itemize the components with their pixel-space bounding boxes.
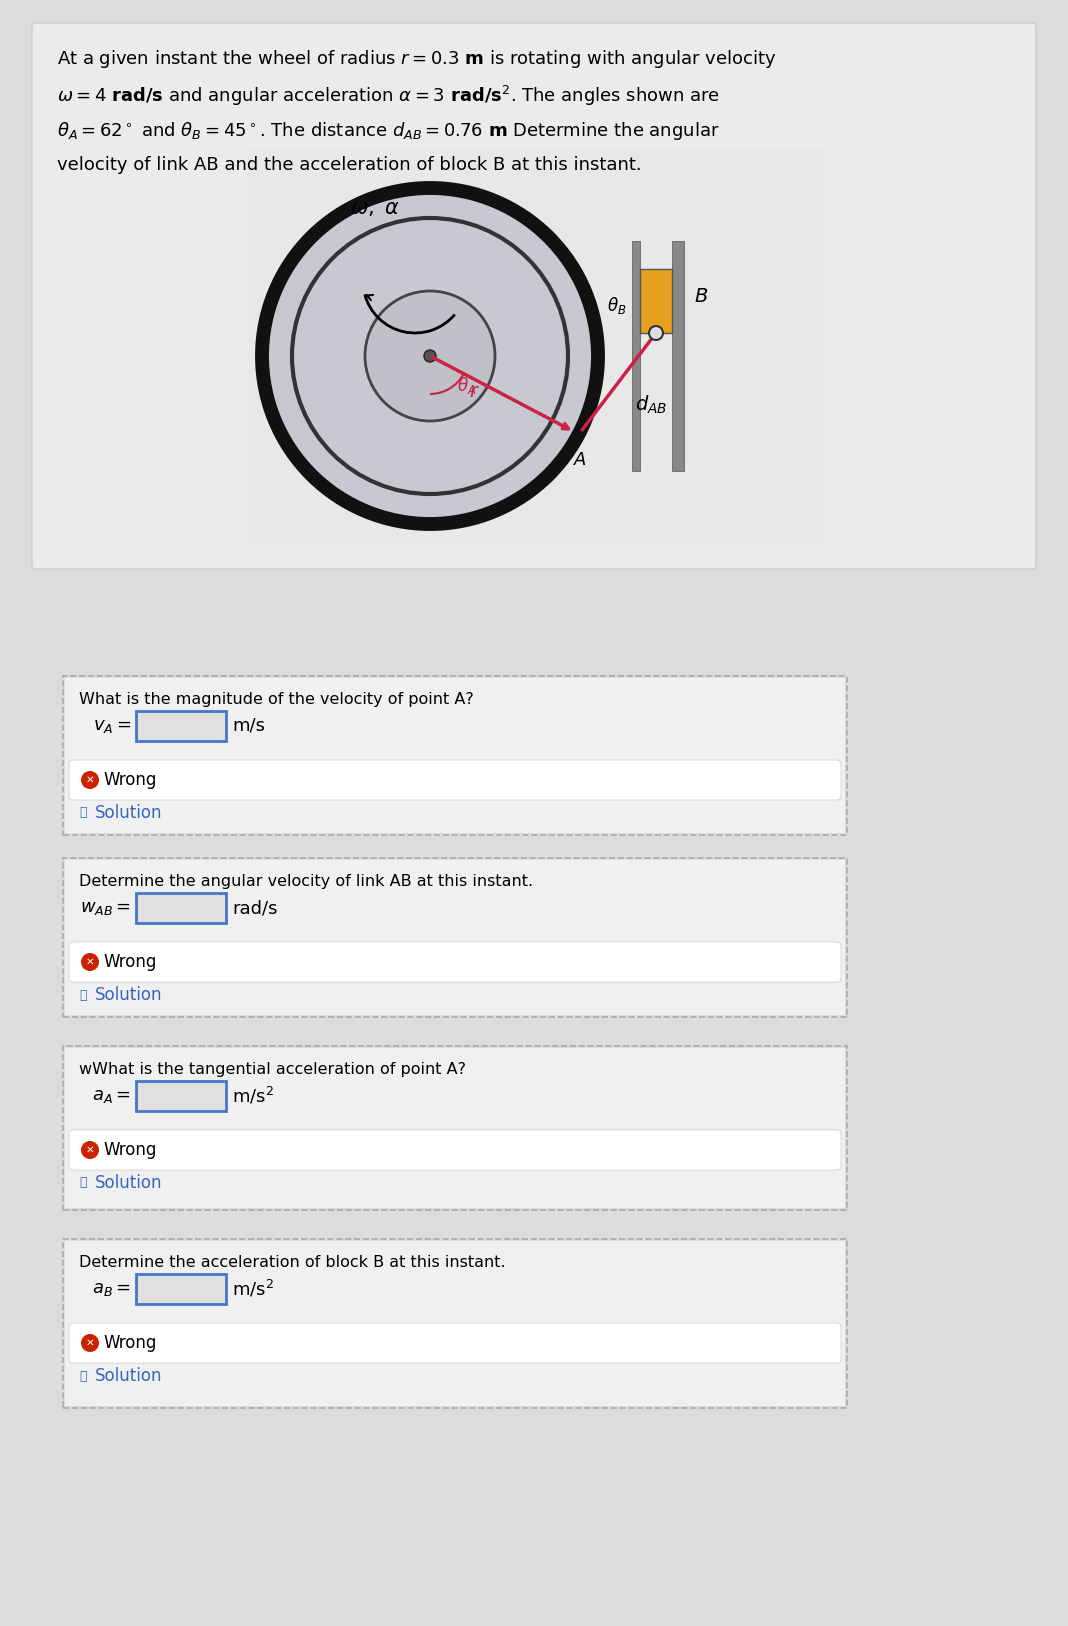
Bar (632, 241, 640, 472)
Text: $\theta_A = 62^\circ$ and $\theta_B = 45^\circ$. The distance $d_{AB} = 0.76\ \m: $\theta_A = 62^\circ$ and $\theta_B = 45… (57, 120, 720, 141)
FancyBboxPatch shape (136, 711, 226, 741)
Circle shape (81, 1141, 99, 1159)
FancyBboxPatch shape (65, 678, 845, 833)
FancyBboxPatch shape (69, 1130, 841, 1171)
FancyBboxPatch shape (32, 23, 1036, 569)
Text: 🔒: 🔒 (79, 1369, 87, 1382)
Circle shape (81, 953, 99, 971)
Circle shape (81, 771, 99, 789)
Text: Wrong: Wrong (103, 1333, 156, 1351)
Text: $\mathrm{m/s}^2$: $\mathrm{m/s}^2$ (232, 1278, 273, 1299)
Bar (640, 268, 672, 333)
FancyBboxPatch shape (69, 759, 841, 800)
Text: $A$: $A$ (574, 450, 587, 468)
Text: Solution: Solution (95, 1367, 162, 1385)
Text: $\omega = 4\ \mathbf{rad/s}$ and angular acceleration $\alpha = 3\ \mathbf{rad/s: $\omega = 4\ \mathbf{rad/s}$ and angular… (57, 85, 720, 107)
Text: $\theta_B$: $\theta_B$ (607, 294, 626, 315)
Bar (247, 148, 823, 545)
FancyBboxPatch shape (136, 893, 226, 924)
Text: Determine the acceleration of block B at this instant.: Determine the acceleration of block B at… (79, 1255, 505, 1270)
Text: ✕: ✕ (85, 1145, 94, 1154)
Circle shape (574, 429, 583, 441)
Text: ✕: ✕ (85, 1338, 94, 1348)
Text: Wrong: Wrong (103, 1141, 156, 1159)
Text: Wrong: Wrong (103, 771, 156, 789)
FancyBboxPatch shape (65, 1241, 845, 1406)
Text: $d_{AB}$: $d_{AB}$ (635, 393, 668, 416)
FancyBboxPatch shape (69, 941, 841, 982)
FancyBboxPatch shape (65, 860, 845, 1015)
Text: At a given instant the wheel of radius $r = 0.3$ $\mathbf{m}$ is rotating with a: At a given instant the wheel of radius $… (57, 49, 776, 70)
Text: rad/s: rad/s (232, 899, 278, 917)
Text: $a_B =$: $a_B =$ (92, 1280, 131, 1298)
FancyBboxPatch shape (136, 1081, 226, 1111)
Text: What is the magnitude of the velocity of point A?: What is the magnitude of the velocity of… (79, 693, 474, 707)
Text: $w_{AB} =$: $w_{AB} =$ (80, 899, 131, 917)
Text: velocity of link AB and the acceleration of block B at this instant.: velocity of link AB and the acceleration… (57, 156, 642, 174)
Text: Solution: Solution (95, 1174, 162, 1192)
Text: Solution: Solution (95, 985, 162, 1003)
Text: wWhat is the tangential acceleration of point A?: wWhat is the tangential acceleration of … (79, 1062, 466, 1076)
Text: $v_A =$: $v_A =$ (93, 717, 131, 735)
FancyBboxPatch shape (69, 1324, 841, 1363)
Text: m/s: m/s (232, 717, 265, 735)
Text: $a_A =$: $a_A =$ (92, 1088, 131, 1106)
Text: 🔒: 🔒 (79, 989, 87, 1002)
Text: $B$: $B$ (694, 286, 708, 306)
Circle shape (649, 325, 663, 340)
FancyBboxPatch shape (65, 1049, 845, 1208)
FancyBboxPatch shape (136, 1275, 226, 1304)
Circle shape (262, 189, 598, 524)
Circle shape (424, 350, 436, 363)
Text: $\mathrm{m/s}^2$: $\mathrm{m/s}^2$ (232, 1086, 273, 1107)
Text: ✕: ✕ (85, 958, 94, 967)
Text: $\theta_A$: $\theta_A$ (457, 376, 476, 397)
Text: 🔒: 🔒 (79, 1177, 87, 1190)
Text: $\omega,\ \alpha$: $\omega,\ \alpha$ (350, 198, 400, 218)
Text: 🔒: 🔒 (79, 806, 87, 820)
Text: ✕: ✕ (85, 776, 94, 785)
Bar (672, 241, 684, 472)
Text: Determine the angular velocity of link AB at this instant.: Determine the angular velocity of link A… (79, 875, 533, 889)
Text: Solution: Solution (95, 803, 162, 823)
Circle shape (365, 291, 494, 421)
Circle shape (81, 1333, 99, 1351)
Text: Wrong: Wrong (103, 953, 156, 971)
Text: $r$: $r$ (469, 382, 481, 402)
